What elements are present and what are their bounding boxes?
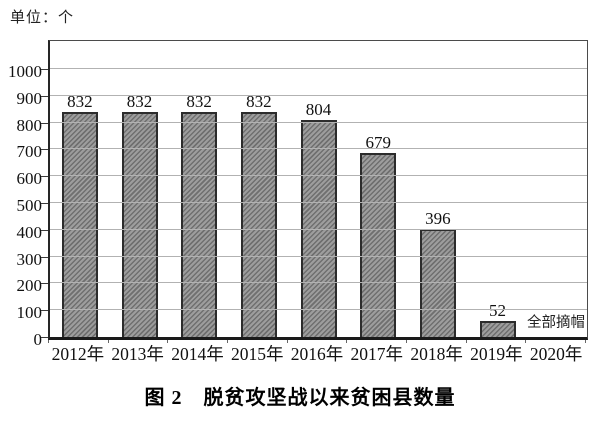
x-tick-label: 2019年	[470, 344, 523, 364]
gridline-900	[50, 95, 587, 96]
y-tick-mark	[41, 283, 48, 284]
x-axis-labels: 2012年 2013年 2014年 2015年 2016年 2017年 2018年 2019年…	[48, 343, 586, 365]
x-tick-mark	[346, 340, 347, 343]
y-tick-label: 900	[16, 89, 43, 108]
plot-area: 832 832 832 832 804 679 396 52 全部摘帽	[48, 40, 588, 340]
bar	[360, 153, 397, 337]
bar-value-label: 832	[67, 92, 93, 111]
y-axis-labels: 0 100 200 300 400 500 600 700 800 900 1000	[0, 0, 42, 424]
gridline-700	[50, 148, 587, 149]
gridline-800	[50, 122, 587, 123]
x-tick-mark	[525, 340, 526, 343]
bar-column: 679	[348, 41, 408, 337]
x-tick-mark	[585, 340, 586, 343]
y-tick-mark	[41, 123, 48, 124]
x-tick-mark	[406, 340, 407, 343]
bar	[121, 112, 158, 337]
y-tick-mark	[41, 96, 48, 97]
y-tick-label: 500	[16, 196, 43, 215]
y-tick-mark	[41, 310, 48, 311]
bar-value-label: 832	[186, 92, 212, 111]
x-tick-mark	[167, 340, 168, 343]
y-tick-label: 100	[16, 303, 43, 322]
bar-column: 804	[289, 41, 349, 337]
y-tick-mark	[41, 257, 48, 258]
x-tick-label: 2014年	[171, 344, 224, 364]
bar-value-label: 679	[365, 133, 391, 152]
bar-column: 52	[468, 41, 528, 337]
gridline-100	[50, 309, 587, 310]
y-tick-label: 1000	[8, 62, 42, 81]
x-tick-label: 2015年	[230, 344, 284, 364]
bar-column: 832	[229, 41, 289, 337]
y-tick-label: 700	[16, 142, 43, 161]
gridline-500	[50, 202, 587, 203]
y-tick-mark	[41, 176, 48, 177]
bar-column: 832	[50, 41, 110, 337]
x-tick-mark	[48, 340, 49, 343]
bar-value-label: 832	[246, 92, 272, 111]
bar-value-label: 52	[489, 301, 507, 320]
y-tick-label: 600	[16, 169, 43, 188]
x-tick-label: 2020年	[529, 344, 583, 364]
x-tick-mark	[227, 340, 228, 343]
gridline-300	[50, 256, 587, 257]
y-tick-mark	[41, 203, 48, 204]
y-tick-mark	[41, 69, 48, 70]
unit-label: 单位：个	[10, 10, 75, 26]
bar-column: 832	[169, 41, 229, 337]
y-tick-label: 800	[16, 116, 43, 135]
bar-value-label: 804	[305, 100, 332, 119]
bar-column: 全部摘帽	[527, 41, 587, 337]
x-tick-label: 2012年	[51, 344, 105, 364]
bar	[300, 120, 337, 337]
y-tick-label: 200	[16, 276, 43, 295]
bar-column: 832	[110, 41, 170, 337]
gridline-600	[50, 175, 587, 176]
y-tick-label: 0	[33, 330, 43, 349]
bar	[61, 112, 98, 337]
y-tick-mark	[41, 230, 48, 231]
y-tick-label: 400	[16, 223, 43, 242]
y-tick-mark	[41, 149, 48, 150]
bar-value-label: 396	[425, 209, 451, 228]
bar-annotation: 全部摘帽	[527, 315, 586, 331]
bar-value-label: 832	[126, 92, 153, 111]
bar-column: 396	[408, 41, 468, 337]
x-tick-mark	[466, 340, 467, 343]
x-tick-mark	[287, 340, 288, 343]
bar	[181, 112, 218, 337]
bar-columns: 832 832 832 832 804 679 396 52 全部摘帽	[50, 41, 587, 337]
bar	[479, 321, 516, 337]
gridline-1000	[50, 68, 587, 69]
gridline-200	[50, 282, 587, 283]
x-tick-label: 2013年	[111, 344, 164, 364]
y-tick-mark	[41, 337, 48, 338]
x-tick-label: 2018年	[410, 344, 463, 364]
bar	[240, 112, 277, 337]
x-tick-label: 2017年	[350, 344, 404, 364]
x-tick-label: 2016年	[290, 344, 344, 364]
x-tick-mark	[108, 340, 109, 343]
y-tick-label: 300	[16, 250, 43, 269]
figure-caption: 图 2 脱贫攻坚战以来贫困县数量	[144, 387, 456, 409]
gridline-400	[50, 229, 587, 230]
bar	[419, 229, 456, 337]
